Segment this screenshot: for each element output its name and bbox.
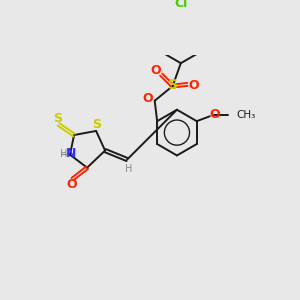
Text: O: O [189,79,199,92]
Text: H: H [125,164,133,173]
Text: O: O [143,92,154,105]
Text: H: H [60,149,67,159]
Text: O: O [66,178,77,191]
Text: S: S [53,112,62,125]
Text: N: N [66,147,76,160]
Text: CH₃: CH₃ [236,110,255,120]
Text: O: O [209,108,220,121]
Text: S: S [169,78,178,92]
Text: Cl: Cl [174,0,188,10]
Text: O: O [150,64,161,77]
Text: S: S [92,118,101,131]
